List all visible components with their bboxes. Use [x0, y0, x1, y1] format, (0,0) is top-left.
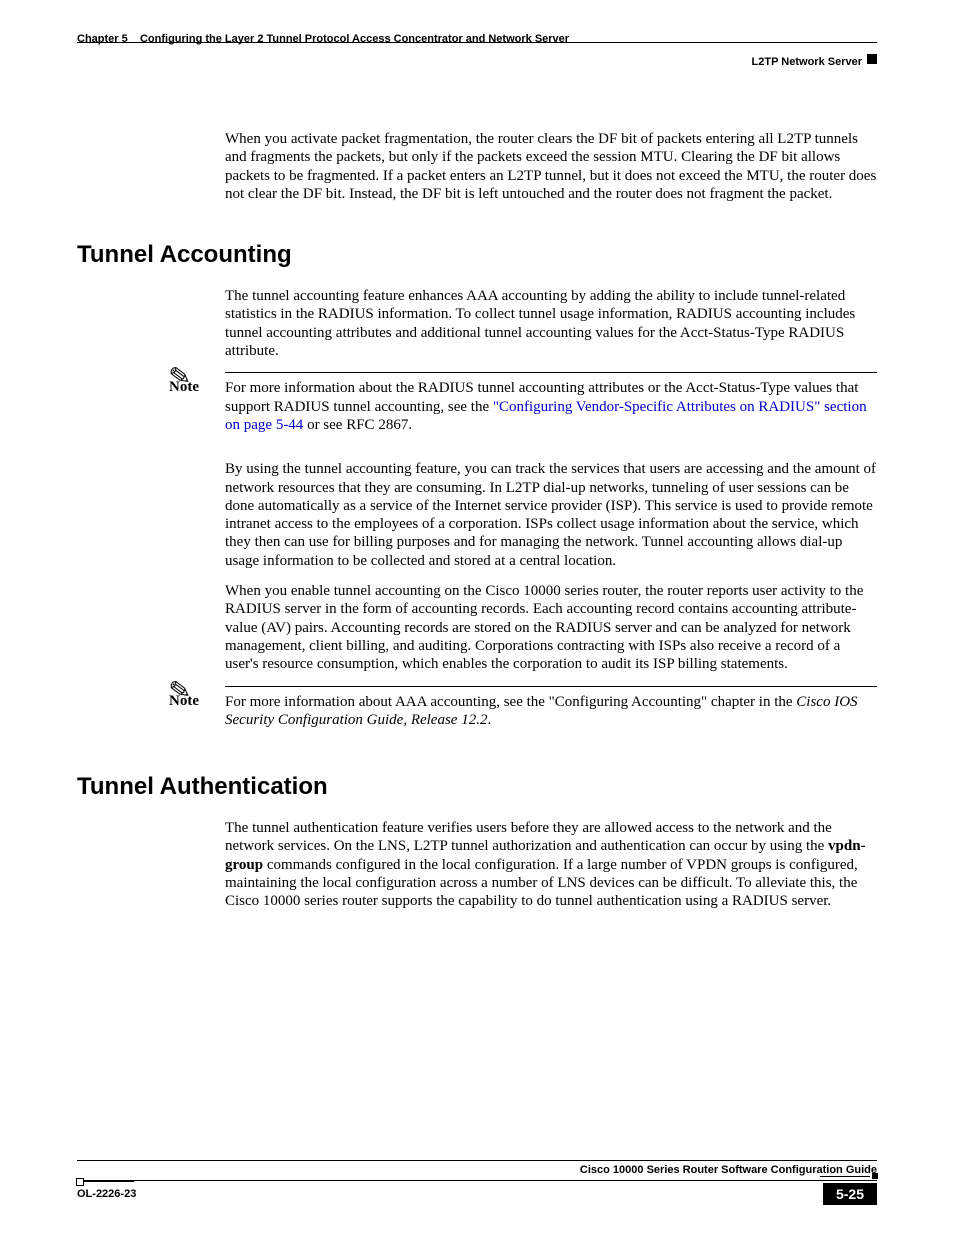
tunnel-authentication-para: The tunnel authentication feature verifi…	[225, 819, 877, 910]
footer-left-marker	[76, 1178, 84, 1186]
note-block-2: ✎ Note For more information about AAA ac…	[225, 686, 877, 730]
note2-pre: For more information about AAA accountin…	[225, 694, 796, 710]
heading-tunnel-accounting: Tunnel Accounting	[77, 241, 877, 269]
intro-paragraph: When you activate packet fragmentation, …	[225, 130, 877, 203]
chapter-prefix: Chapter 5	[77, 33, 128, 45]
footer-doc-id: OL-2226-23	[77, 1188, 136, 1200]
auth-post: commands configured in the local configu…	[225, 857, 858, 910]
auth-pre: The tunnel authentication feature verifi…	[225, 820, 832, 854]
note2-post: .	[487, 712, 491, 728]
page-number: 5-25	[836, 1186, 864, 1202]
note-text-2: For more information about AAA accountin…	[225, 693, 877, 730]
pencil-icon: ✎	[167, 363, 192, 392]
header-marker	[867, 54, 877, 64]
footer-rule-bottom	[77, 1180, 877, 1181]
footer-page-box: 5-25	[823, 1183, 877, 1205]
footer-right-rule	[820, 1176, 870, 1177]
footer-title: Cisco 10000 Series Router Software Confi…	[77, 1164, 877, 1176]
chapter-header: Chapter 5 Configuring the Layer 2 Tunnel…	[77, 33, 569, 45]
page-footer: Cisco 10000 Series Router Software Confi…	[77, 1160, 877, 1205]
tunnel-accounting-para-1: The tunnel accounting feature enhances A…	[225, 287, 877, 360]
section-header: L2TP Network Server	[752, 56, 862, 68]
note-text-1: For more information about the RADIUS tu…	[225, 379, 877, 434]
note-block-1: ✎ Note For more information about the RA…	[225, 372, 877, 434]
note-rule	[225, 686, 877, 687]
heading-tunnel-authentication: Tunnel Authentication	[77, 773, 877, 801]
footer-left-rule	[84, 1181, 134, 1182]
tunnel-accounting-para-3: When you enable tunnel accounting on the…	[225, 582, 877, 673]
pencil-icon: ✎	[167, 676, 192, 705]
chapter-title: Configuring the Layer 2 Tunnel Protocol …	[140, 33, 569, 45]
tunnel-accounting-para-2: By using the tunnel accounting feature, …	[225, 460, 877, 570]
doc-id: OL-2226-23	[77, 1188, 136, 1200]
footer-rule-top	[77, 1160, 877, 1161]
note-rule	[225, 372, 877, 373]
footer-right-marker	[872, 1173, 878, 1179]
note1-post: or see RFC 2867.	[303, 417, 412, 433]
header-rule	[77, 42, 877, 43]
